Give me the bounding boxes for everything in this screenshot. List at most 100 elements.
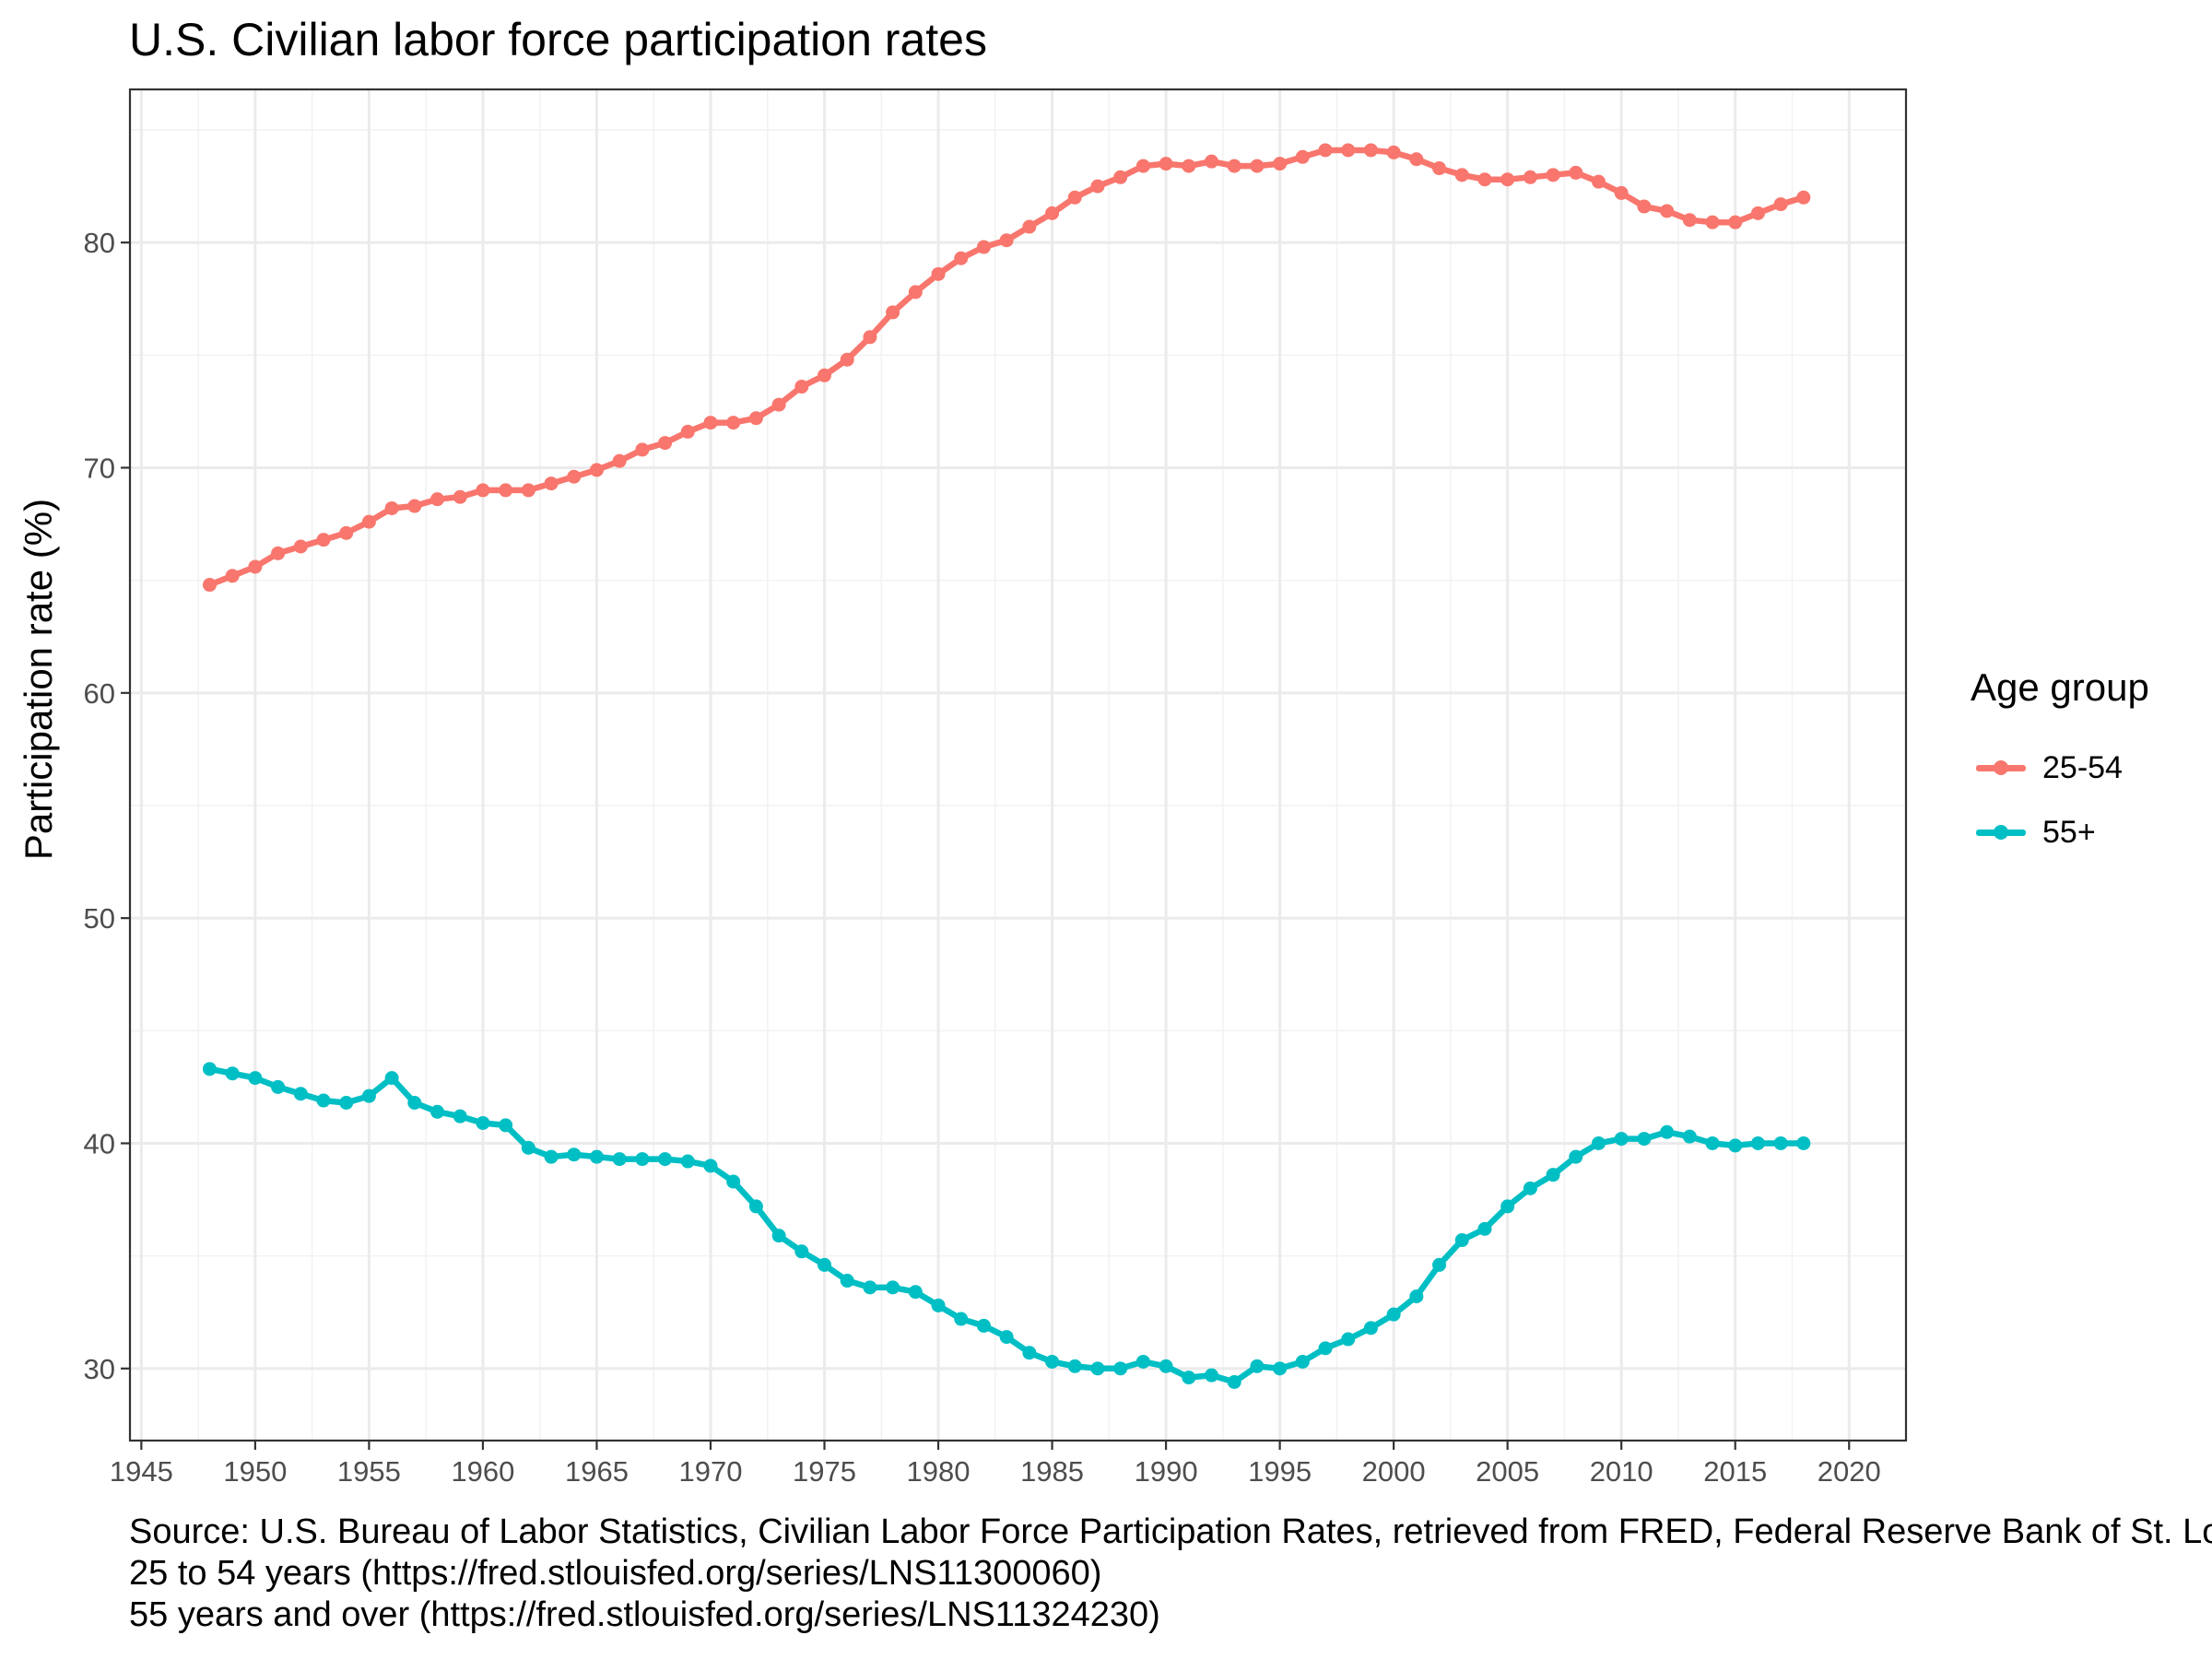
- data-point: [840, 352, 854, 367]
- data-point: [1660, 1124, 1675, 1139]
- x-tick-label: 2000: [1362, 1455, 1426, 1488]
- data-point: [316, 533, 331, 547]
- data-point: [499, 483, 513, 498]
- x-tick-label: 1945: [110, 1455, 173, 1488]
- data-point: [1569, 1149, 1583, 1164]
- data-point: [954, 1312, 969, 1326]
- data-point: [1227, 1374, 1241, 1389]
- y-tick-label: 60: [84, 677, 115, 710]
- x-tick-label: 1960: [451, 1455, 514, 1488]
- data-point: [521, 483, 535, 498]
- x-tick-label: 2005: [1476, 1455, 1539, 1488]
- data-point: [1546, 168, 1560, 182]
- legend-key-55-plus: [1971, 800, 2031, 865]
- data-point: [1773, 197, 1788, 212]
- x-tick-label: 1995: [1248, 1455, 1312, 1488]
- x-tick-label: 1965: [565, 1455, 629, 1488]
- x-tick-label: 1955: [337, 1455, 401, 1488]
- data-point: [1295, 1354, 1310, 1369]
- data-point: [1135, 1354, 1150, 1369]
- data-point: [1318, 143, 1333, 158]
- x-tick-label: 1950: [223, 1455, 287, 1488]
- data-point: [1363, 143, 1378, 158]
- data-point: [1113, 170, 1128, 184]
- series-layer: [202, 143, 1811, 1389]
- data-point: [1705, 1135, 1720, 1150]
- data-point: [1409, 152, 1424, 167]
- data-point: [658, 436, 673, 451]
- data-point: [1682, 213, 1697, 228]
- data-point: [1113, 1361, 1128, 1376]
- legend-key-dot: [1994, 760, 2008, 775]
- legend-item-55-plus: 55+: [1971, 800, 2149, 865]
- data-point: [908, 285, 923, 300]
- data-point: [1750, 206, 1765, 220]
- data-point: [748, 411, 763, 426]
- data-point: [1523, 170, 1537, 184]
- source-caption: Source: U.S. Bureau of Labor Statistics,…: [129, 1512, 2212, 1636]
- data-point: [1637, 1132, 1652, 1147]
- x-tick-label: 1970: [678, 1455, 742, 1488]
- data-point: [1773, 1135, 1788, 1150]
- data-point: [316, 1093, 331, 1108]
- data-point: [384, 1071, 399, 1086]
- data-point: [1250, 159, 1265, 173]
- data-point: [726, 1174, 741, 1189]
- data-point: [1500, 1199, 1515, 1214]
- data-point: [1295, 149, 1310, 164]
- data-point: [361, 514, 376, 529]
- y-tick-label: 30: [84, 1353, 115, 1385]
- data-point: [1750, 1135, 1765, 1150]
- legend-label-25-54: 25-54: [2042, 749, 2123, 785]
- data-point: [453, 489, 467, 504]
- data-point: [271, 1079, 286, 1094]
- data-point: [1682, 1129, 1697, 1144]
- data-point: [1045, 1354, 1060, 1369]
- data-point: [726, 416, 741, 430]
- data-point: [1159, 157, 1173, 171]
- data-point: [1477, 1221, 1492, 1236]
- data-point: [1022, 1346, 1037, 1360]
- data-point: [1363, 1321, 1378, 1335]
- data-point: [886, 1280, 900, 1295]
- data-point: [567, 469, 582, 484]
- data-point: [339, 525, 354, 540]
- caption-line-25-54: 25 to 54 years (https://fred.stlouisfed.…: [129, 1554, 1102, 1593]
- x-tick-label: 1980: [907, 1455, 971, 1488]
- data-point: [1182, 1371, 1196, 1385]
- data-point: [339, 1096, 354, 1110]
- data-point: [1614, 185, 1629, 200]
- data-point: [680, 424, 695, 439]
- data-point: [976, 240, 991, 254]
- data-point: [1090, 179, 1105, 194]
- data-point: [1045, 206, 1060, 220]
- data-point: [248, 559, 263, 574]
- data-point: [407, 499, 422, 513]
- data-point: [589, 463, 604, 477]
- data-point: [748, 1199, 763, 1214]
- data-point: [999, 1330, 1014, 1345]
- data-point: [544, 1149, 559, 1164]
- plot-border: [128, 88, 1908, 1442]
- data-point: [1022, 219, 1037, 234]
- chart-title: U.S. Civilian labor force participation …: [129, 14, 987, 65]
- data-point: [1728, 215, 1743, 229]
- caption-line-source: Source: U.S. Bureau of Labor Statistics,…: [129, 1512, 2212, 1551]
- data-point: [612, 453, 627, 468]
- data-point: [384, 500, 399, 515]
- data-point: [1454, 168, 1469, 182]
- data-point: [1182, 159, 1196, 173]
- data-point: [1386, 1307, 1401, 1322]
- data-point: [499, 1118, 513, 1133]
- data-point: [202, 578, 217, 593]
- data-point: [1523, 1181, 1537, 1195]
- data-point: [1591, 1135, 1606, 1150]
- data-point: [430, 1104, 445, 1119]
- data-point: [680, 1154, 695, 1169]
- data-point: [1569, 165, 1583, 180]
- data-point: [225, 1066, 240, 1081]
- data-point: [931, 266, 946, 281]
- data-point: [1477, 172, 1492, 187]
- data-point: [1273, 157, 1288, 171]
